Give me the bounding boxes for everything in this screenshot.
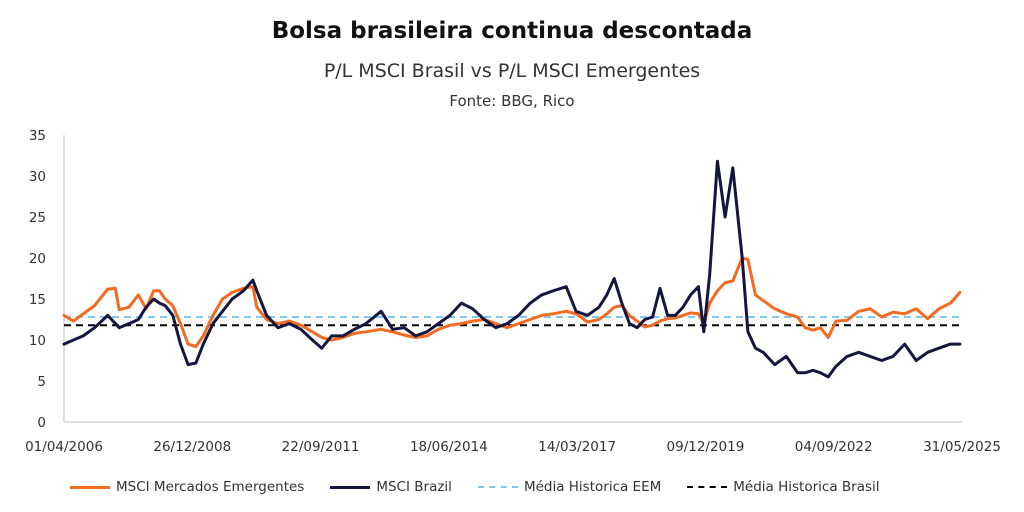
x-tick-label: 01/04/2006 <box>25 439 103 455</box>
chart-subtitle: P/L MSCI Brasil vs P/L MSCI Emergentes <box>323 60 701 82</box>
legend-item-media-brasil: Média Historica Brasil <box>687 479 880 495</box>
legend-label-brazil: MSCI Brazil <box>376 479 452 495</box>
legend-item-media-eem: Média Historica EEM <box>477 479 662 495</box>
series-line-0 <box>62 256 962 349</box>
legend-label-emergentes: MSCI Mercados Emergentes <box>116 479 305 495</box>
legend-label-media-eem: Média Historica EEM <box>523 479 662 495</box>
chart-title: Bolsa brasileira continua descontada <box>271 18 753 44</box>
x-tick-label: 18/06/2014 <box>410 439 488 455</box>
y-tick-label: 5 <box>37 374 46 390</box>
y-tick-label: 0 <box>37 415 46 431</box>
x-tick-label: 09/12/2019 <box>667 439 745 455</box>
legend-swatch-media-eem <box>477 486 518 488</box>
legend-swatch-media-brasil <box>687 486 728 488</box>
x-tick-label: 04/09/2022 <box>795 439 873 455</box>
chart-source: Fonte: BBG, Rico <box>449 92 575 110</box>
x-tick-label: 26/12/2008 <box>153 439 231 455</box>
legend-swatch-emergentes <box>70 485 110 489</box>
y-tick-label: 10 <box>29 333 46 349</box>
y-tick-label: 35 <box>29 128 46 144</box>
y-tick-label: 20 <box>29 251 46 267</box>
legend-swatch-brazil <box>330 485 371 489</box>
chart-axes: 0 5 10 15 20 25 30 35 01/04/2006 26/12/2008 22/09/… <box>25 128 1001 455</box>
chart-legend: MSCI Mercados Emergentes MSCI Brazil Méd… <box>70 476 970 498</box>
legend-item-brazil: MSCI Brazil <box>330 479 452 495</box>
x-tick-label: 22/09/2011 <box>282 439 360 455</box>
series-lines <box>62 159 962 379</box>
legend-item-emergentes: MSCI Mercados Emergentes <box>70 479 304 495</box>
x-tick-label: 31/05/2025 <box>923 439 1001 455</box>
series-line-1 <box>62 159 962 379</box>
y-tick-label: 25 <box>29 210 46 226</box>
legend-label-media-brasil: Média Historica Brasil <box>733 479 880 495</box>
y-tick-label: 30 <box>29 169 46 185</box>
x-tick-label: 14/03/2017 <box>538 439 616 455</box>
y-tick-label: 15 <box>29 292 46 308</box>
